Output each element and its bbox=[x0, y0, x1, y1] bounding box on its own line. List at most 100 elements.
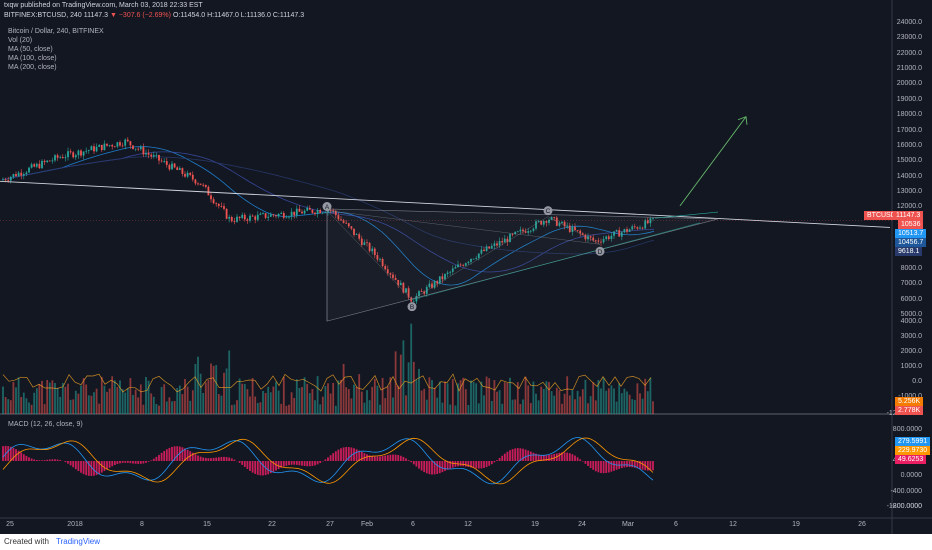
volume-bar bbox=[272, 386, 275, 414]
macd-histogram-bar bbox=[587, 461, 589, 466]
price-tick-label: 24000.0 bbox=[896, 19, 922, 26]
macd-histogram-bar bbox=[25, 455, 28, 461]
candle-body bbox=[558, 223, 561, 226]
volume-bar bbox=[90, 395, 93, 414]
macd-histogram-bar bbox=[571, 454, 574, 461]
candle-body bbox=[319, 210, 322, 214]
candle-body bbox=[306, 207, 309, 211]
candle-body bbox=[181, 168, 184, 174]
volume-bar bbox=[25, 398, 28, 414]
macd-histogram-bar bbox=[228, 457, 231, 461]
macd-histogram-bar bbox=[176, 446, 179, 461]
time-tick-label: 27 bbox=[326, 521, 334, 528]
macd-histogram-bar bbox=[459, 461, 462, 467]
macd-histogram-bar bbox=[20, 452, 23, 461]
macd-histogram-bar bbox=[269, 461, 272, 474]
candle-body bbox=[488, 246, 491, 249]
volume-bar bbox=[119, 380, 121, 414]
volume-bar bbox=[139, 384, 142, 414]
volume-bar bbox=[249, 396, 251, 414]
candle-body bbox=[527, 231, 530, 233]
candle-body bbox=[67, 151, 69, 158]
legend-ma50: MA (50, close) bbox=[8, 46, 53, 53]
macd-histogram-bar bbox=[332, 453, 335, 461]
macd-histogram-bar bbox=[17, 450, 20, 461]
candle-body bbox=[574, 226, 576, 231]
volume-tick-label: 1000.0 bbox=[900, 363, 922, 370]
candle-body bbox=[147, 152, 150, 155]
time-tick-label: Feb bbox=[360, 521, 374, 528]
volume-bar bbox=[350, 398, 353, 414]
candle-body bbox=[563, 221, 566, 227]
volume-bar bbox=[451, 379, 454, 414]
volume-bar bbox=[184, 379, 186, 414]
footer-created: Created with bbox=[4, 537, 49, 546]
volume-bar bbox=[441, 402, 444, 414]
time-tick-label: 12 bbox=[464, 521, 472, 528]
candle-body bbox=[345, 222, 348, 224]
candle-body bbox=[46, 160, 49, 163]
macd-histogram-bar bbox=[160, 452, 163, 461]
macd-histogram-bar bbox=[184, 448, 186, 461]
macd-histogram-bar bbox=[202, 457, 205, 461]
volume-bar bbox=[613, 388, 615, 414]
candle-body bbox=[54, 155, 56, 161]
candle-body bbox=[48, 160, 51, 162]
macd-histogram-bar bbox=[522, 448, 524, 461]
candle-body bbox=[516, 231, 519, 233]
volume-bar bbox=[103, 385, 106, 414]
candle-body bbox=[158, 154, 160, 161]
volume-bar bbox=[542, 388, 545, 414]
volume-bar bbox=[347, 389, 350, 414]
candle-body bbox=[290, 211, 293, 217]
candle-body bbox=[228, 217, 231, 219]
volume-bar bbox=[337, 380, 340, 414]
candle-body bbox=[342, 220, 345, 223]
time-tick-label: 12 bbox=[729, 521, 737, 528]
candle-body bbox=[529, 230, 532, 232]
time-tick-label: 8 bbox=[140, 521, 144, 528]
candle-body bbox=[85, 150, 88, 152]
volume-bar bbox=[420, 390, 423, 414]
target-arrow bbox=[679, 116, 747, 207]
candle-body bbox=[189, 172, 192, 175]
candle-body bbox=[124, 139, 127, 146]
macd-histogram-bar bbox=[306, 461, 309, 467]
candle-body bbox=[194, 179, 197, 184]
candle-body bbox=[207, 186, 210, 196]
macd-histogram-bar bbox=[303, 461, 306, 467]
volume-bar bbox=[199, 373, 202, 414]
tradingview-logo[interactable]: TradingView bbox=[56, 537, 101, 546]
ma200-tag: 9618.1 bbox=[895, 247, 923, 256]
volume-bar bbox=[108, 388, 111, 414]
macd-histogram-bar bbox=[142, 461, 145, 464]
candle-body bbox=[301, 211, 303, 214]
macd-histogram-bar bbox=[212, 457, 215, 461]
macd-histogram-bar bbox=[277, 461, 280, 470]
volume-bar bbox=[241, 383, 244, 414]
candle-body bbox=[431, 283, 433, 288]
volume-bar bbox=[106, 391, 108, 414]
volume-bar bbox=[298, 387, 301, 414]
macd-histogram-bar bbox=[30, 458, 33, 461]
volume-bar bbox=[269, 392, 272, 414]
macd-histogram-bar bbox=[602, 461, 605, 474]
candle-body bbox=[641, 227, 644, 229]
price-tick-label: 16000.0 bbox=[896, 141, 922, 149]
footer-bar: Created with TradingView bbox=[0, 534, 932, 550]
candle-body bbox=[74, 155, 77, 158]
ohlc-values: O:11454.0 H:11467.0 L:11136.0 C:11147.3 bbox=[172, 12, 305, 19]
macd-tag-1: 279.5991 bbox=[895, 437, 931, 446]
volume-bar bbox=[215, 365, 218, 414]
volume-bar bbox=[35, 388, 38, 414]
volume-bar bbox=[589, 396, 592, 414]
last-price-tag: 11147.3 bbox=[893, 211, 924, 220]
candle-body bbox=[589, 236, 592, 238]
macd-histogram-bar bbox=[483, 461, 485, 468]
macd-histogram-bar bbox=[124, 461, 127, 463]
volume-bar bbox=[100, 376, 103, 414]
volume-bar bbox=[147, 380, 150, 414]
candle-body bbox=[449, 271, 452, 273]
candle-body bbox=[33, 164, 36, 167]
volume-bar bbox=[368, 400, 371, 414]
